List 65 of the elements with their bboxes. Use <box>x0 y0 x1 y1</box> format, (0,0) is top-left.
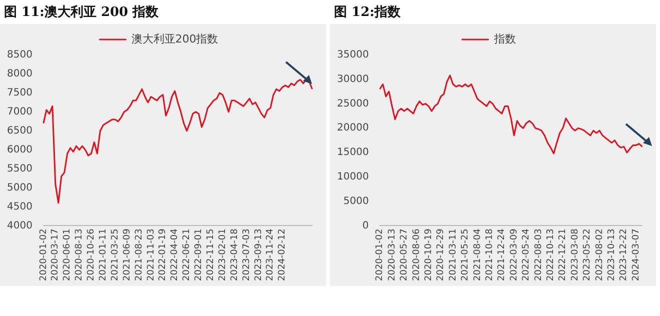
chart-title: 图 11:澳大利亚 200 指数 <box>4 4 159 21</box>
x-tick-label: 2022-12-21 <box>558 228 568 282</box>
x-tick-label: 2021-11-03 <box>146 228 156 282</box>
x-tick-label: 2021-10-18 <box>484 228 495 282</box>
x-tick-label: 2022-10-13 <box>546 228 556 282</box>
x-tick-label: 2020-01-02 <box>38 228 49 282</box>
y-tick-label: 0 <box>362 220 369 232</box>
x-tick-label: 2022-04-04 <box>170 228 180 282</box>
y-tick-label: 7500 <box>6 88 32 99</box>
y-tick-label: 5000 <box>343 196 369 207</box>
y-tick-label: 8000 <box>6 68 32 80</box>
x-tick-label: 2022-05-24 <box>522 228 532 282</box>
y-tick-label: 8500 <box>6 50 32 61</box>
y-tick-label: 15000 <box>337 147 369 158</box>
x-tick-label: 2023-07-03 <box>242 228 252 282</box>
x-tick-label: 2021-03-11 <box>448 228 458 282</box>
x-tick-label: 2020-08-06 <box>412 228 422 282</box>
x-tick-label: 2020-12-29 <box>436 228 446 282</box>
x-tick-label: 2022-11-15 <box>206 228 216 282</box>
x-tick-label: 2021-06-09 <box>122 228 132 282</box>
x-tick-label: 2023-05-22 <box>582 228 593 282</box>
y-tick-label: 35000 <box>337 50 369 61</box>
x-tick-label: 2023-03-08 <box>570 228 580 282</box>
x-tick-label: 2023-04-18 <box>230 228 240 282</box>
x-tick-label: 2023-10-13 <box>607 228 618 282</box>
x-tick-label: 2021-01-11 <box>98 228 109 282</box>
x-tick-label: 2023-12-22 <box>619 228 630 282</box>
x-tick-label: 2023-09-13 <box>254 228 264 282</box>
x-tick-label: 2021-08-23 <box>134 228 144 282</box>
x-tick-label: 2020-03-17 <box>50 228 61 282</box>
x-tick-label: 2020-10-26 <box>86 228 97 282</box>
x-tick-label: 2023-08-02 <box>594 228 605 282</box>
x-tick-label: 2020-06-01 <box>62 228 73 282</box>
x-tick-label: 2023-02-01 <box>218 228 228 282</box>
x-tick-label: 2021-08-04 <box>472 228 483 282</box>
x-tick-label: 2020-10-19 <box>424 228 434 282</box>
x-tick-label: 2020-03-13 <box>387 228 398 282</box>
x-tick-label: 2024-02-12 <box>278 228 288 282</box>
y-tick-label: 4000 <box>6 220 32 232</box>
legend-label: 指数 <box>492 32 516 46</box>
x-tick-label: 2021-05-25 <box>460 228 471 282</box>
x-tick-label: 2023-11-24 <box>266 228 276 282</box>
y-tick-label: 6000 <box>6 144 32 156</box>
y-tick-label: 5500 <box>6 163 32 174</box>
y-tick-label: 30000 <box>337 74 369 85</box>
y-tick-label: 6500 <box>6 125 32 136</box>
x-tick-label: 2022-01-19 <box>158 228 168 282</box>
y-tick-label: 25000 <box>337 98 369 110</box>
y-tick-label: 10000 <box>337 172 369 183</box>
x-tick-label: 2021-12-24 <box>497 228 508 282</box>
x-tick-label: 2022-08-03 <box>534 228 544 282</box>
x-tick-label: 2020-08-13 <box>74 228 85 282</box>
x-tick-label: 2020-01-02 <box>375 228 386 282</box>
y-tick-label: 20000 <box>337 122 369 134</box>
y-tick-label: 7000 <box>6 106 32 118</box>
legend-label: 澳大利亚200指数 <box>131 32 218 46</box>
x-tick-label: 2024-03-07 <box>631 228 642 282</box>
x-tick-label: 2020-05-27 <box>400 228 410 282</box>
y-tick-label: 4500 <box>6 201 32 212</box>
chart-title: 图 12:指数 <box>334 4 400 21</box>
y-tick-label: 5000 <box>6 182 32 194</box>
x-tick-label: 2022-03-09 <box>509 228 520 282</box>
x-tick-label: 2021-03-25 <box>110 228 120 282</box>
x-tick-label: 2022-06-21 <box>182 228 192 282</box>
x-tick-label: 2022-09-01 <box>194 228 204 282</box>
